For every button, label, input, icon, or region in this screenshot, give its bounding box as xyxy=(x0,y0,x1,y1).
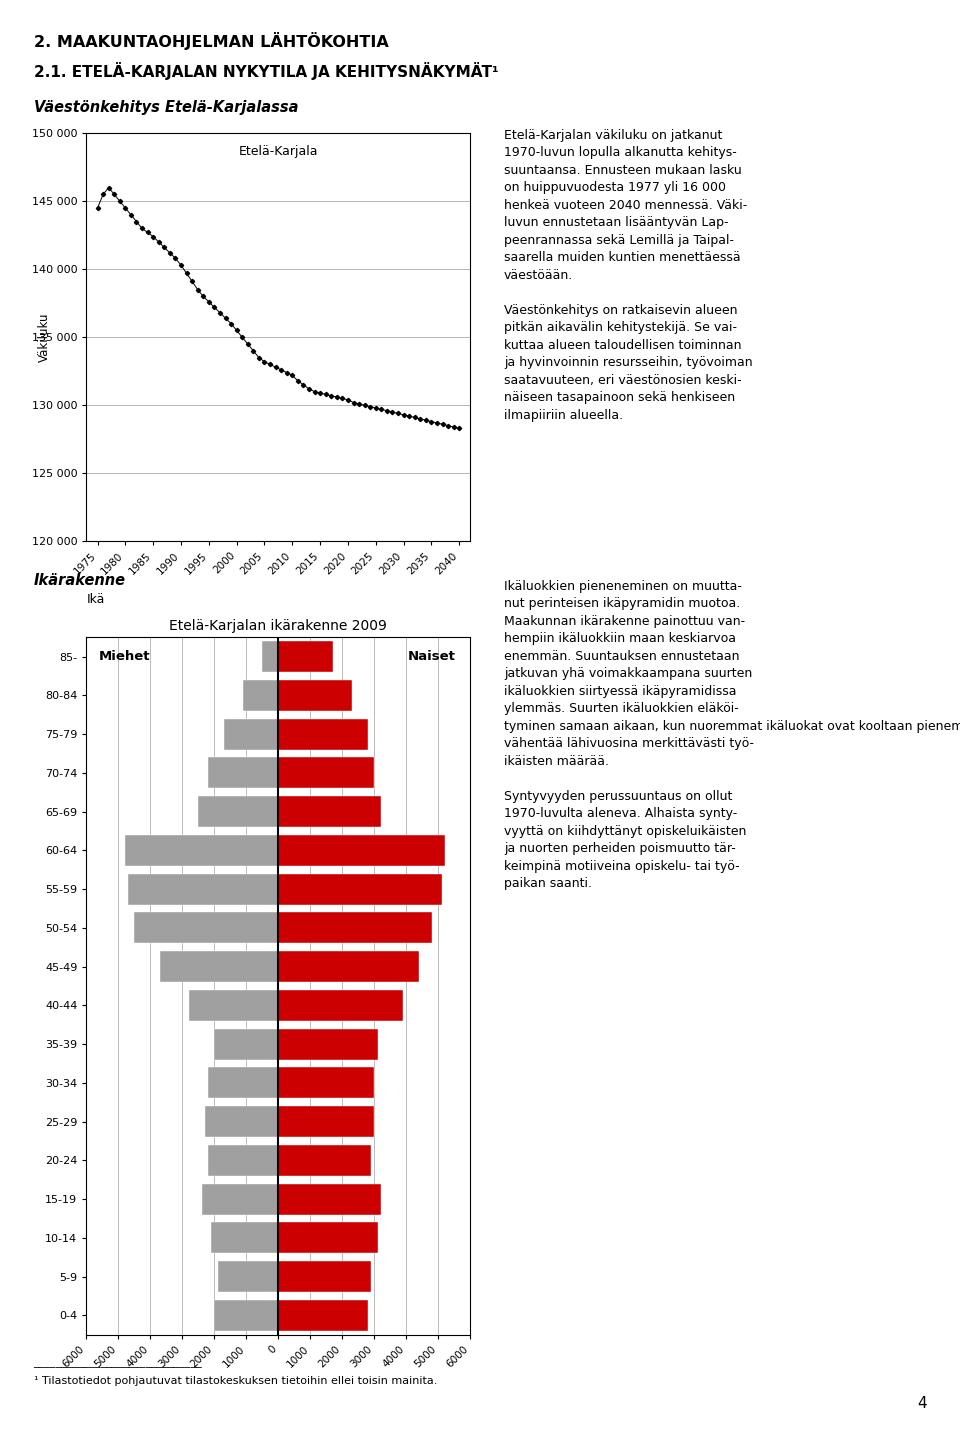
Text: 2.1. ETELÄ-KARJALAN NYKYTILA JA KEHITYSNÄKYMÄT¹: 2.1. ETELÄ-KARJALAN NYKYTILA JA KEHITYSN… xyxy=(34,62,498,80)
Bar xyxy=(278,1262,372,1292)
Bar xyxy=(278,1144,372,1176)
Bar xyxy=(208,1067,278,1098)
Bar xyxy=(278,796,381,828)
Bar xyxy=(214,1028,278,1060)
Text: Väkiluku: Väkiluku xyxy=(38,312,52,362)
Text: Väestönkehitys Etelä-Karjalassa: Väestönkehitys Etelä-Karjalassa xyxy=(34,100,299,115)
Bar xyxy=(214,1300,278,1330)
Bar xyxy=(278,951,420,982)
Bar xyxy=(278,1300,368,1330)
Text: 4: 4 xyxy=(917,1396,926,1411)
Bar xyxy=(202,1183,278,1214)
Bar xyxy=(208,1144,278,1176)
Text: Ikä: Ikä xyxy=(86,593,105,606)
Text: Etelä-Karjala: Etelä-Karjala xyxy=(239,146,318,159)
Bar xyxy=(262,642,278,672)
Bar xyxy=(224,719,278,749)
Text: ______________________________: ______________________________ xyxy=(34,1358,203,1368)
Text: Etelä-Karjalan väkiluku on jatkanut
1970-luvun lopulla alkanutta kehitys-
suunta: Etelä-Karjalan väkiluku on jatkanut 1970… xyxy=(504,129,753,422)
Bar xyxy=(278,874,442,905)
Bar xyxy=(128,874,278,905)
Bar xyxy=(278,719,368,749)
Bar xyxy=(189,990,278,1021)
Bar xyxy=(278,912,432,944)
Text: Naiset: Naiset xyxy=(408,650,456,663)
Bar xyxy=(278,1183,381,1214)
Bar xyxy=(278,1223,377,1253)
Text: 2. MAAKUNTAOHJELMAN LÄHTÖKOHTIA: 2. MAAKUNTAOHJELMAN LÄHTÖKOHTIA xyxy=(34,32,389,50)
Bar xyxy=(243,680,278,710)
Bar xyxy=(208,758,278,789)
Bar xyxy=(125,835,278,866)
Text: ¹ Tilastotiedot pohjautuvat tilastokeskuksen tietoihin ellei toisin mainita.: ¹ Tilastotiedot pohjautuvat tilastokesku… xyxy=(34,1376,437,1386)
Text: Miehet: Miehet xyxy=(99,650,151,663)
Text: Ikärakenne: Ikärakenne xyxy=(34,573,126,587)
Bar xyxy=(278,1067,374,1098)
Bar xyxy=(134,912,278,944)
Bar xyxy=(278,990,403,1021)
Bar xyxy=(278,680,352,710)
Bar xyxy=(278,1106,374,1137)
Bar xyxy=(278,758,374,789)
Bar xyxy=(278,1028,377,1060)
Bar xyxy=(278,835,444,866)
Text: Ikäluokkien pieneneminen on muutta-
nut perinteisen ikäpyramidin muotoa.
Maakunn: Ikäluokkien pieneneminen on muutta- nut … xyxy=(504,580,960,891)
Bar xyxy=(278,642,333,672)
Bar xyxy=(211,1223,278,1253)
Title: Etelä-Karjalan ikärakenne 2009: Etelä-Karjalan ikärakenne 2009 xyxy=(170,619,387,633)
Bar xyxy=(199,796,278,828)
Bar xyxy=(204,1106,278,1137)
Bar xyxy=(218,1262,278,1292)
Bar xyxy=(160,951,278,982)
